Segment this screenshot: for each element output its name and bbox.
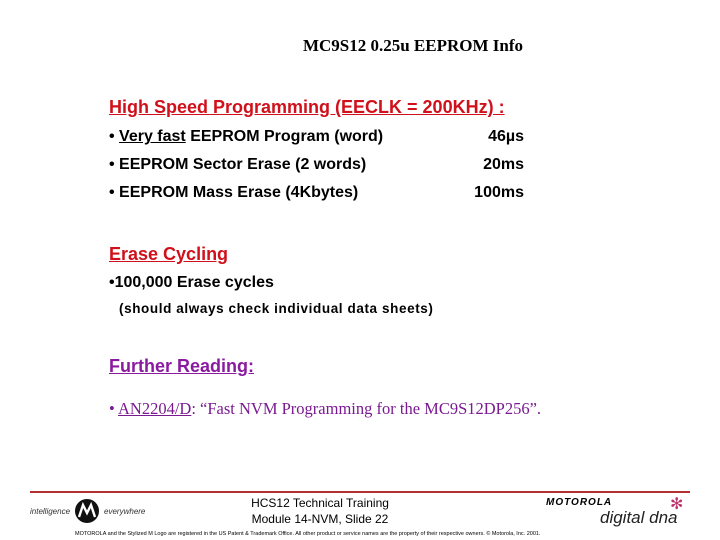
further-reading-heading: Further Reading: [109,356,255,376]
motorola-wordmark: MOTOROLA [546,497,613,508]
tagline-right: everywhere [104,506,146,516]
dna-flower-icon: ✻ [670,496,684,513]
bullet-mass-erase: • EEPROM Mass Erase (4Kbytes) [109,184,359,201]
slide-title: MC9S12 0.25u EEPROM Info [302,36,524,55]
reference-item: • AN2204/D: “Fast NVM Programming for th… [109,399,542,418]
program-time: 46µs [488,128,524,145]
reference-text: : “Fast NVM Programming for the MC9S12DP… [191,399,542,418]
sector-erase-time: 20ms [483,156,524,173]
high-speed-heading: High Speed Programming (EECLK = 200KHz) … [109,97,505,117]
bullet-program: • Very fast EEPROM Program (word) [109,128,384,145]
tagline-left: intelligence [30,506,71,516]
erase-cycling-heading: Erase Cycling [109,244,229,264]
motorola-m-icon [75,499,100,523]
bullet-label: EEPROM Mass Erase (4Kbytes) [119,184,359,201]
footer-line2: Module 14-NVM, Slide 22 [251,512,389,526]
bullet-label: EEPROM Program (word) [185,128,384,145]
datasheet-note: (should always check individual data she… [119,301,434,316]
intelligence-everywhere-logo: intelligence everywhere [30,498,145,524]
bullet-label: EEPROM Sector Erase (2 words) [119,156,367,173]
legal-notice: MOTOROLA and the Stylized M Logo are reg… [75,531,541,537]
digital-dna-wordmark: digital dna [600,508,678,527]
footer-line1: HCS12 Technical Training [251,496,389,510]
footer-caption: HCS12 Technical Training Module 14-NVM, … [240,495,400,527]
mass-erase-time: 100ms [474,184,524,201]
bullet-sector-erase: • EEPROM Sector Erase (2 words) [109,156,367,173]
an2204-link[interactable]: AN2204/D [118,399,192,418]
footer-divider [30,491,690,493]
erase-cycles-item: •100,000 Erase cycles [109,274,274,291]
emphasis: Very fast [119,128,186,145]
